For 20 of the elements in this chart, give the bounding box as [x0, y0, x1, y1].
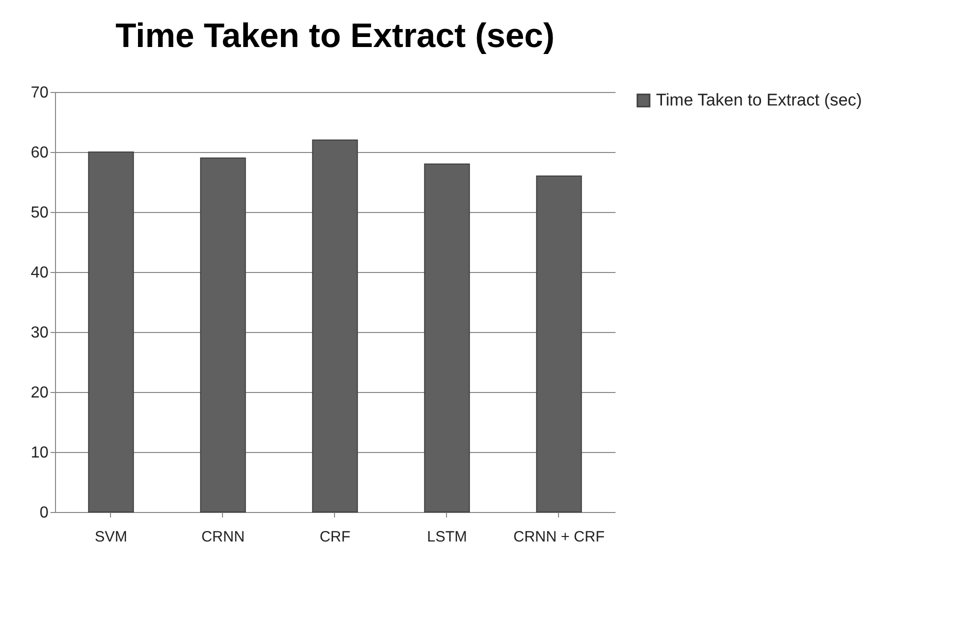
legend-label: Time Taken to Extract (sec) — [656, 90, 862, 110]
bar — [200, 158, 246, 512]
y-tick-label: 10 — [30, 444, 49, 462]
chart-title: Time Taken to Extract (sec) — [115, 17, 555, 55]
y-tick-label: 30 — [30, 324, 49, 342]
x-tick-label: CRNN + CRF — [513, 528, 605, 546]
x-tick-label: CRNN — [201, 528, 245, 546]
y-tick-label: 20 — [30, 384, 49, 402]
y-tick-label: 70 — [30, 84, 49, 102]
y-tick-label: 0 — [40, 504, 49, 522]
y-tick-label: 40 — [30, 264, 49, 282]
bar — [88, 152, 134, 512]
bar — [424, 164, 470, 512]
x-tick-label: CRF — [320, 528, 350, 546]
y-tick-label: 60 — [30, 144, 49, 162]
y-tick-label: 50 — [30, 204, 49, 222]
bar — [312, 140, 358, 512]
x-tick-label: LSTM — [426, 528, 468, 546]
bar — [536, 176, 582, 512]
x-tick-label: SVM — [94, 528, 128, 546]
